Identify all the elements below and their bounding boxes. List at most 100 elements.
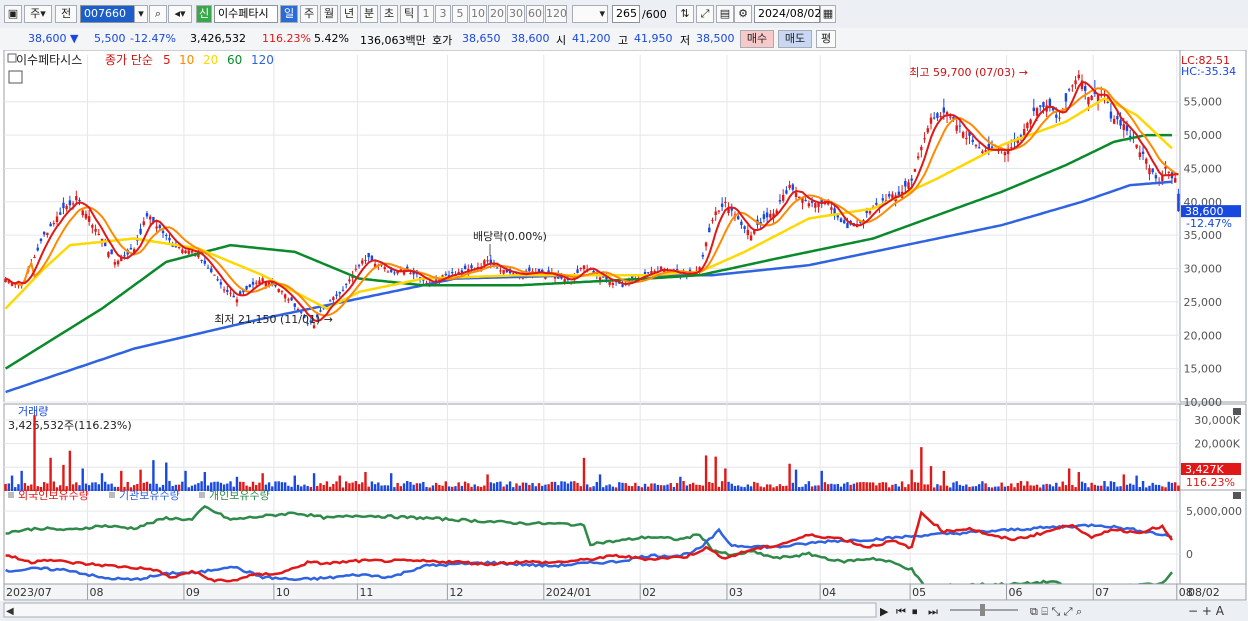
volume-bar [1148, 485, 1151, 491]
period-4[interactable]: 분 [360, 5, 378, 23]
tool-icon[interactable]: ⇅ [676, 5, 694, 23]
volume-bar [900, 481, 904, 491]
candle-body [361, 260, 364, 264]
interval-3[interactable]: 3 [435, 5, 451, 23]
volume-bar [26, 485, 30, 491]
candle-body [229, 292, 232, 294]
candle-body [274, 284, 277, 287]
volume-bar [589, 487, 592, 491]
annotation-dividend: 배당락(0.00%) [473, 230, 547, 243]
period-5[interactable]: 초 [380, 5, 398, 23]
volume-bar [351, 482, 354, 491]
candle-body [10, 282, 14, 286]
candle-body [859, 221, 862, 223]
calendar-icon[interactable]: ▦ [820, 5, 836, 23]
candle-body [1080, 80, 1084, 90]
candle-body [1125, 125, 1129, 131]
volume-bar [1048, 484, 1052, 491]
period-1[interactable]: 주 [300, 5, 318, 23]
legend-ma-3: 20 [203, 53, 218, 67]
volume-bar [361, 482, 364, 491]
candle-body [814, 203, 817, 208]
market-button[interactable]: 전 [55, 5, 77, 23]
interval-120[interactable]: 120 [545, 5, 567, 23]
volume-bar [316, 485, 319, 491]
volume-bar [868, 482, 872, 491]
candle-body [36, 247, 39, 251]
blank-dropdown[interactable]: ▾ [572, 5, 608, 23]
volume-bar [923, 484, 926, 491]
volume-bar [171, 486, 174, 491]
volume-bar [945, 485, 949, 491]
volume-bar [348, 483, 351, 491]
volume-bar [807, 481, 811, 491]
volume-bar [843, 483, 846, 491]
interval-10[interactable]: 10 [469, 5, 487, 23]
candle-body [312, 325, 316, 328]
volume-bar [971, 486, 974, 491]
volume-bar [778, 484, 782, 491]
x-tick-label: 08 [1179, 586, 1193, 599]
buy-button[interactable]: 매수 [740, 30, 774, 48]
code-dropdown[interactable]: ▾ [134, 5, 148, 23]
candle-body [161, 230, 165, 234]
volume-bar [630, 486, 634, 491]
period-0[interactable]: 일 [280, 5, 298, 23]
date-input[interactable]: 2024/08/02 [754, 5, 821, 23]
candle-body [303, 314, 306, 318]
volume-bar [634, 482, 637, 491]
period-6[interactable]: 틱 [400, 5, 418, 23]
volume-bar [544, 484, 547, 491]
layout-icon[interactable]: ▣ [4, 5, 22, 23]
volume-bar [1170, 482, 1174, 491]
candle-body [116, 260, 120, 265]
candle-body [210, 268, 213, 273]
speaker-icon[interactable]: ◂▾ [168, 5, 192, 23]
volume-bar [566, 483, 570, 491]
volume-bar [871, 482, 875, 491]
hold-close-icon [1233, 492, 1241, 499]
search-icon[interactable]: ⌕ [149, 5, 167, 23]
volume-bar [418, 483, 422, 491]
candle-body [383, 267, 386, 270]
type-select[interactable]: 주▾ [24, 5, 52, 23]
candle-body [39, 238, 43, 242]
interval-20[interactable]: 20 [488, 5, 506, 23]
volume-bar [341, 487, 345, 491]
interval-5[interactable]: 5 [452, 5, 468, 23]
candle-body [1141, 151, 1145, 154]
candle-body [7, 279, 11, 283]
gear-icon[interactable]: ⚙ [734, 5, 752, 23]
bid: 38,600 [511, 32, 550, 45]
save-icon[interactable]: ▤ [716, 5, 734, 23]
interval-1[interactable]: 1 [418, 5, 434, 23]
code-input[interactable]: 007660 [80, 5, 136, 23]
sell-button[interactable]: 매도 [778, 30, 812, 48]
volume-bar [502, 486, 505, 491]
volume-bar [229, 481, 232, 491]
interval-30[interactable]: 30 [507, 5, 525, 23]
period-3[interactable]: 년 [340, 5, 358, 23]
volume-bar [7, 483, 11, 491]
volume-bar [412, 484, 415, 491]
volume-bar [248, 486, 252, 491]
volume-ratio: 116.23% [262, 32, 311, 45]
volume-bar [781, 485, 785, 491]
count-input[interactable]: 265 [612, 5, 640, 23]
volume-bar [836, 483, 840, 491]
volume-bar [161, 484, 165, 491]
draw-icon[interactable]: ⤢ [696, 5, 714, 23]
interval-60[interactable]: 60 [526, 5, 544, 23]
volume-bar [1103, 481, 1106, 491]
volume-bar [862, 482, 865, 491]
volume: 3,426,532 [190, 32, 246, 45]
volume-bar [508, 481, 512, 491]
price-chart[interactable]: 10,00015,00020,00025,00030,00035,00040,0… [0, 50, 1248, 621]
eval-button[interactable]: 평 [816, 30, 836, 48]
volume-bar [1093, 484, 1097, 491]
high: 41,950 [634, 32, 673, 45]
period-2[interactable]: 월 [320, 5, 338, 23]
candle-body [1109, 111, 1113, 119]
candle-body [200, 259, 203, 261]
